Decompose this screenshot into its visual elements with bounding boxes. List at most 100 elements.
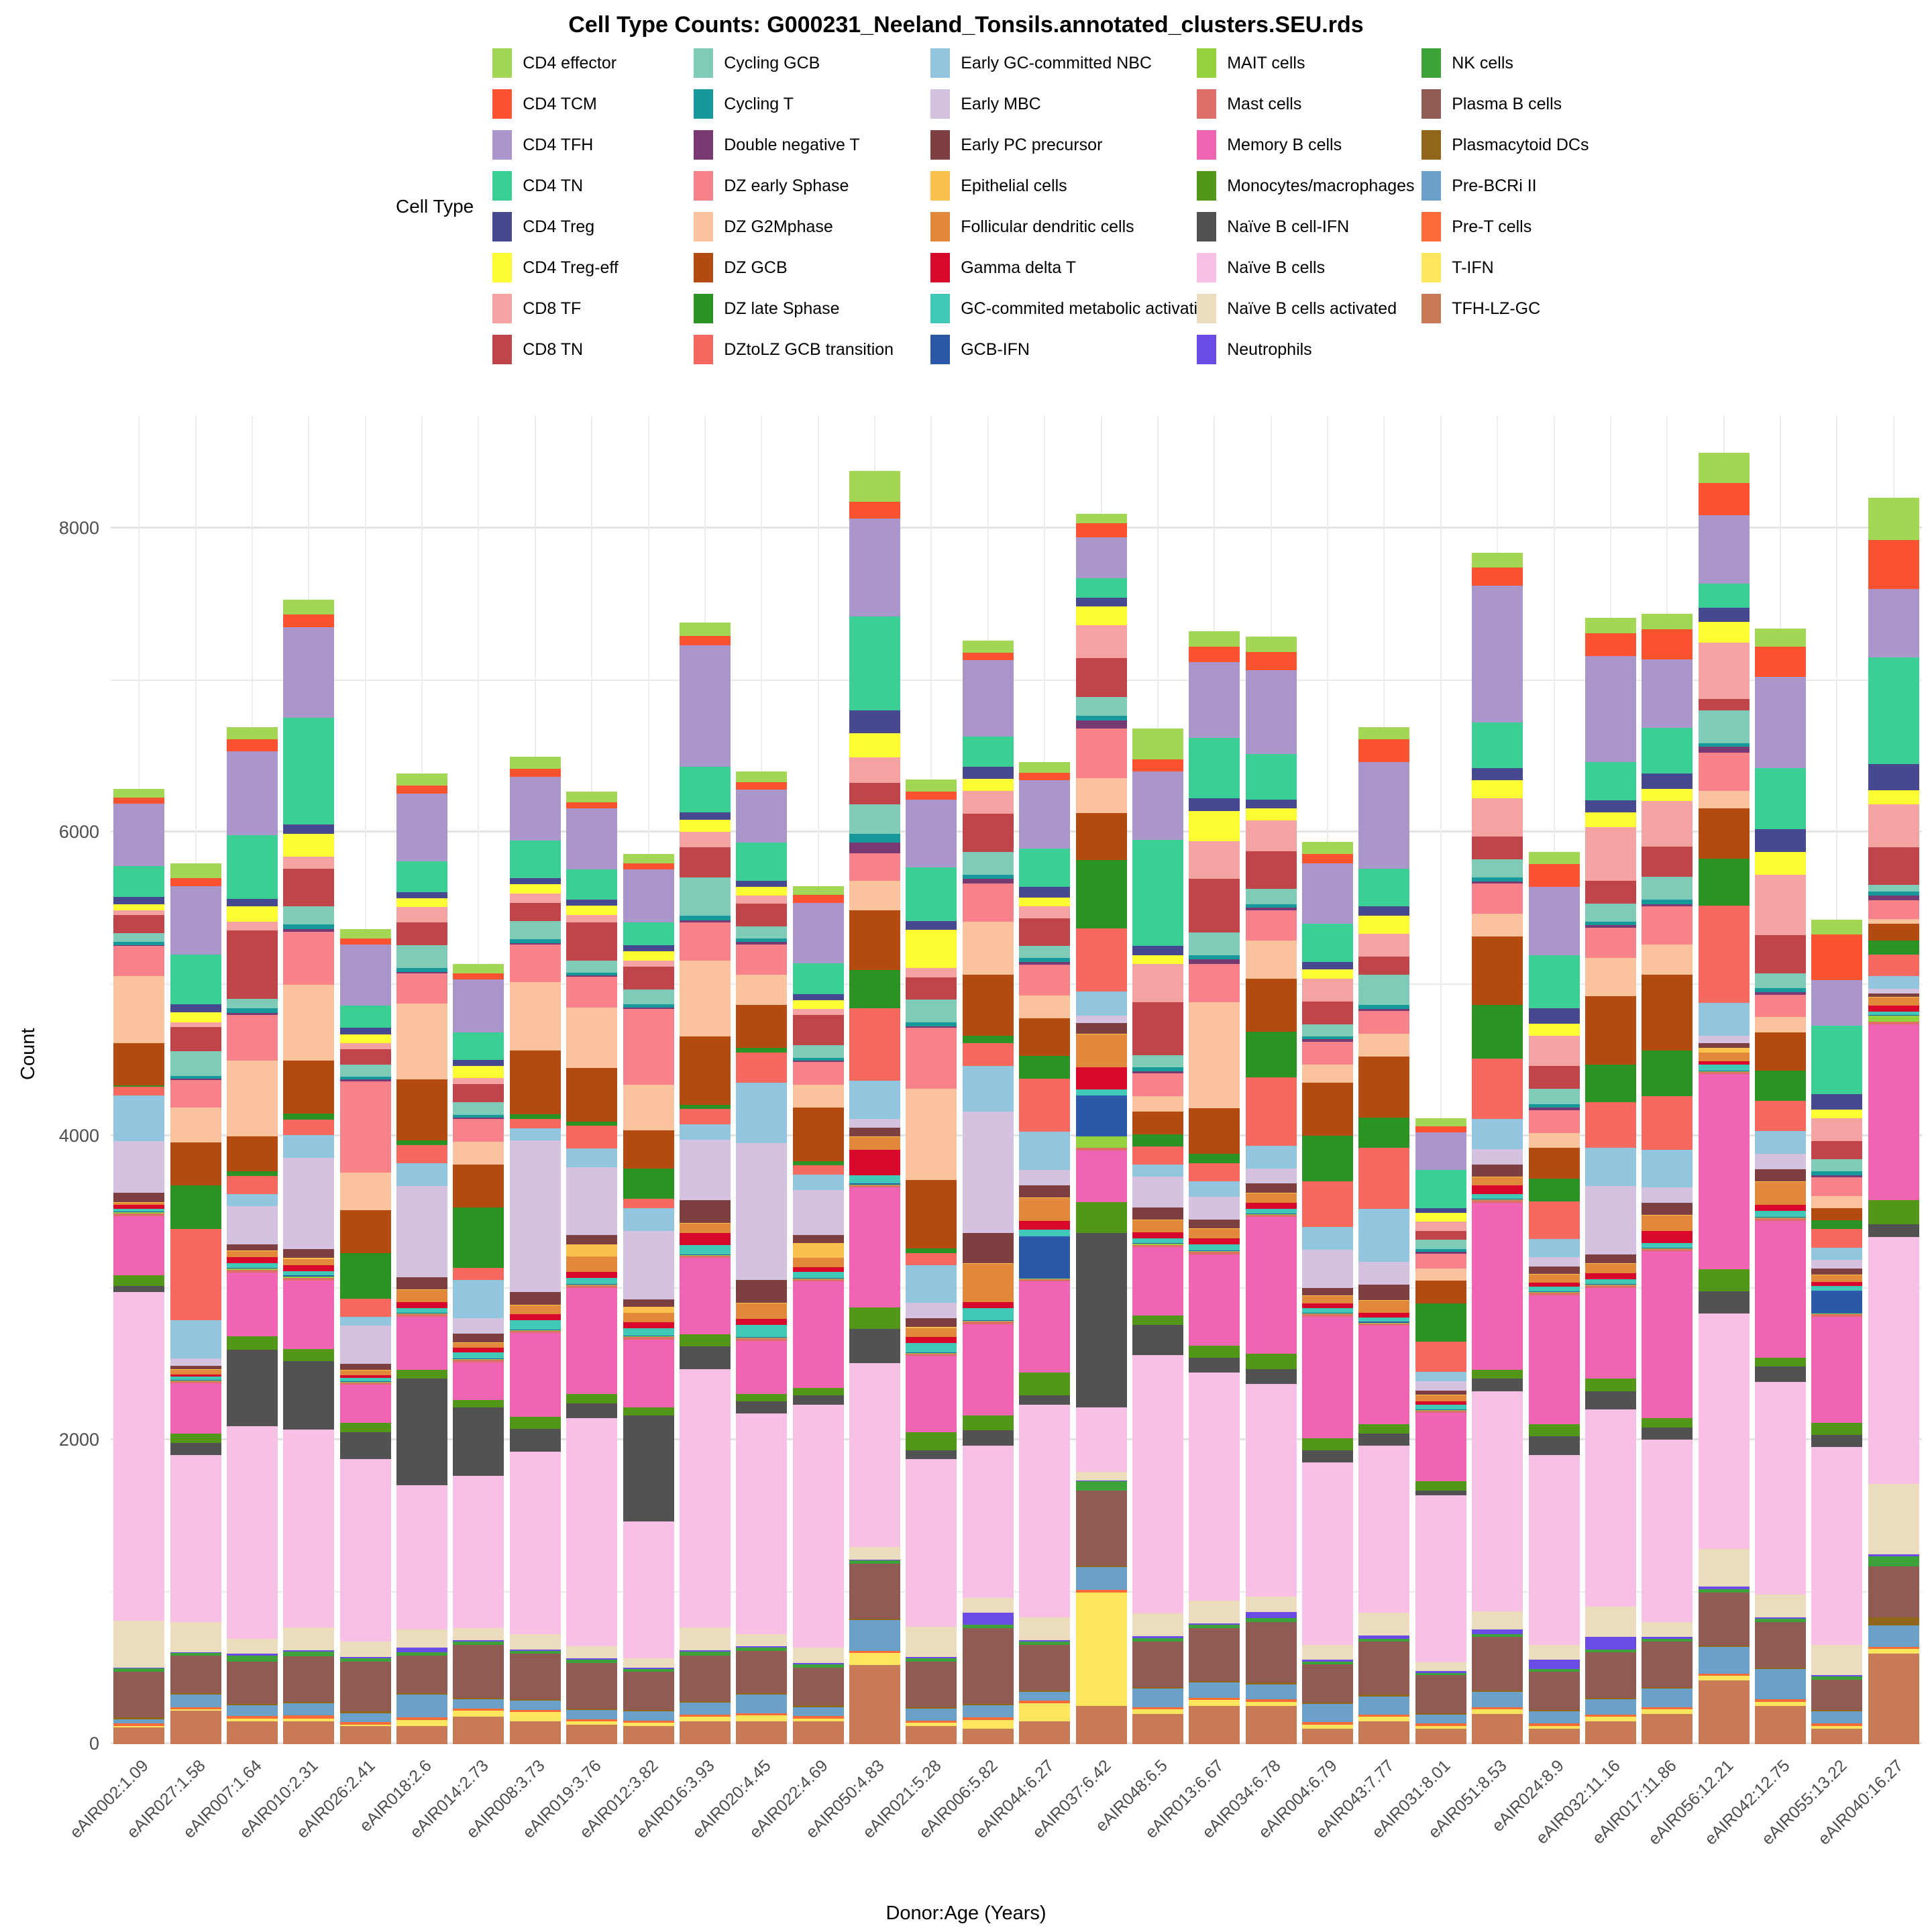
bar-segment	[623, 1009, 674, 1085]
bar-slot	[620, 416, 676, 1744]
bar-segment	[962, 883, 1014, 922]
bar-segment	[566, 1721, 618, 1725]
bar-segment	[113, 1727, 165, 1744]
bar-segment	[849, 501, 901, 519]
legend-columns: CD4 effector CD4 TCM CD4 TFH CD4 TN CD4 Treg…	[492, 48, 1623, 364]
bar-segment	[509, 902, 561, 921]
bar-segment	[170, 1369, 221, 1375]
bar-segment	[1245, 1368, 1297, 1385]
bar-segment	[1415, 1495, 1466, 1662]
bar-segment	[226, 1426, 278, 1639]
bar-segment	[1528, 1723, 1580, 1726]
bar-segment	[623, 989, 674, 1005]
bar-segment	[1528, 1424, 1580, 1437]
bar-segment	[509, 893, 561, 903]
legend-swatch-icon	[694, 294, 714, 323]
bar-segment	[566, 1660, 618, 1663]
bar-segment	[1642, 1202, 1693, 1215]
bar-segment	[1132, 1687, 1183, 1689]
bar-segment	[1189, 1254, 1240, 1346]
bar-segment	[1698, 699, 1750, 711]
bar-segment	[1472, 1199, 1523, 1201]
bar-segment	[1811, 1220, 1863, 1230]
bar-segment	[283, 599, 335, 615]
bar-segment	[170, 1377, 221, 1380]
bar-segment	[849, 1008, 901, 1081]
bar-segment	[1472, 1194, 1523, 1199]
bar-segment	[906, 1707, 957, 1709]
bar-segment	[1811, 1247, 1863, 1260]
bar-segment	[339, 1724, 391, 1726]
bar-segment	[1698, 583, 1750, 608]
bar-segment	[1075, 1095, 1127, 1137]
bar-segment	[1302, 1136, 1354, 1182]
bar-segment	[339, 1383, 391, 1385]
bar-segment	[623, 951, 674, 961]
bar-segment	[1189, 1250, 1240, 1252]
bar-segment	[1075, 1481, 1127, 1491]
bar-segment	[1585, 1064, 1636, 1103]
bar-segment	[113, 976, 165, 1043]
y-tick-label: 0	[89, 1733, 99, 1754]
bar-segment	[1868, 1566, 1919, 1617]
bar-segment	[226, 1250, 278, 1252]
legend-swatch-icon	[694, 130, 714, 160]
bar-segment	[1585, 996, 1636, 1065]
bar-segment	[1415, 1671, 1466, 1673]
bar-segment	[1075, 523, 1127, 537]
bar-segment	[1245, 1597, 1297, 1613]
bar-segment	[906, 1661, 957, 1707]
bar-segment	[1075, 928, 1127, 991]
bar-segment	[1132, 1220, 1183, 1232]
bar-segment	[1358, 1695, 1410, 1697]
bar-segment	[339, 1081, 391, 1173]
bar-segment	[1245, 1612, 1297, 1619]
bar-segment	[339, 1381, 391, 1383]
bar-segment	[113, 946, 165, 977]
bar-segment	[170, 1621, 221, 1653]
bar-segment	[1528, 1104, 1580, 1108]
bar-slot	[1639, 416, 1695, 1744]
bar-segment	[962, 1719, 1014, 1729]
bar-segment	[170, 1381, 221, 1384]
legend-item: Pre-T cells	[1421, 212, 1623, 241]
bar-segment	[679, 1036, 731, 1105]
bar-segment	[1075, 1034, 1127, 1068]
bar-segment	[736, 1325, 788, 1338]
bar-segment	[226, 1336, 278, 1350]
bar-segment	[679, 1346, 731, 1369]
bar-segment	[623, 1336, 674, 1338]
bar-segment	[849, 910, 901, 971]
legend-item: Naïve B cells	[1197, 253, 1421, 282]
bar-segment	[1132, 1713, 1183, 1744]
bar-segment	[1642, 877, 1693, 900]
bar-segment	[453, 1343, 504, 1348]
bar-segment	[1755, 1032, 1807, 1071]
bar-segment	[792, 1108, 844, 1161]
bar-segment	[1642, 904, 1693, 907]
bar-segment	[1189, 964, 1240, 1002]
stacked-bar-eAIR004:6.79	[1302, 842, 1354, 1744]
bar-segment	[1698, 515, 1750, 584]
stacked-bar-eAIR026:2.41	[339, 929, 391, 1744]
bar-segment	[283, 614, 335, 627]
bar-segment	[1358, 1005, 1410, 1009]
legend-item: NK cells	[1421, 48, 1623, 78]
legend-label: Cycling GCB	[724, 53, 820, 72]
stacked-bar-eAIR032:11.16	[1585, 617, 1636, 1744]
bar-segment	[1642, 1621, 1693, 1638]
legend-label: Early MBC	[961, 94, 1041, 113]
bar-segment	[1189, 1345, 1240, 1358]
legend-item: T-IFN	[1421, 253, 1623, 282]
bar-segment	[679, 1200, 731, 1224]
bar-segment	[509, 1710, 561, 1713]
bar-segment	[792, 1395, 844, 1405]
bar-segment	[792, 1174, 844, 1190]
bar-segment	[906, 930, 957, 968]
legend-swatch-icon	[694, 253, 714, 282]
bar-segment	[906, 1658, 957, 1662]
bar-segment	[1642, 1642, 1693, 1688]
bar-segment	[906, 1000, 957, 1023]
bar-segment	[396, 1004, 448, 1080]
bar-segment	[1415, 1381, 1466, 1391]
